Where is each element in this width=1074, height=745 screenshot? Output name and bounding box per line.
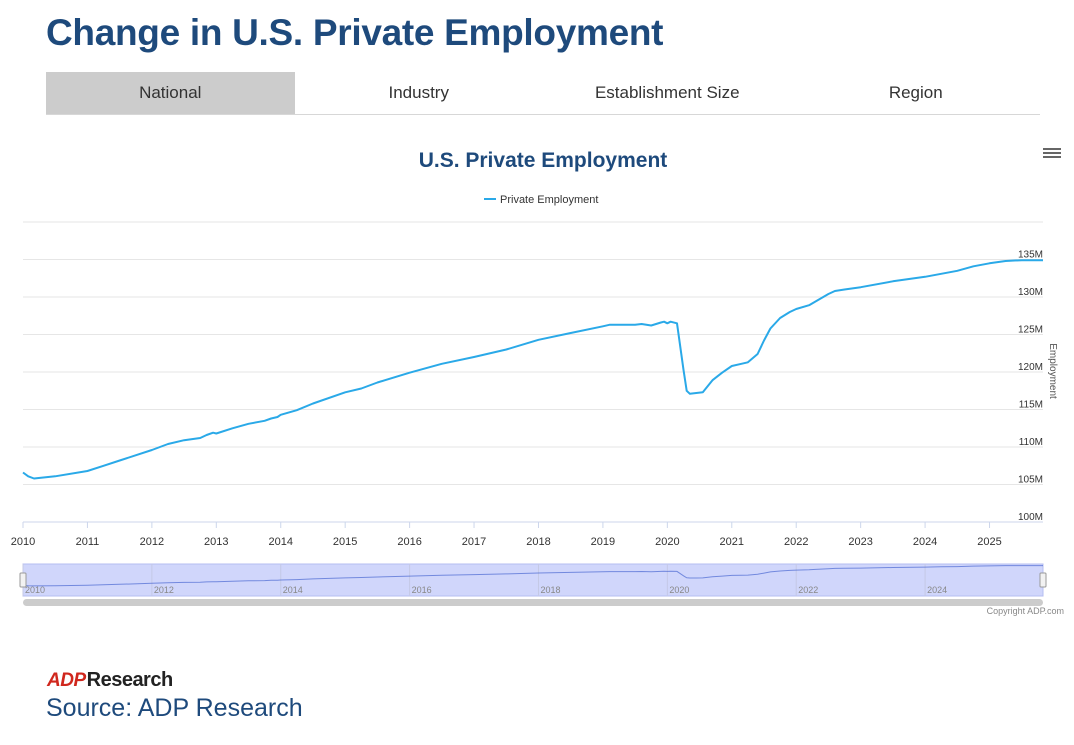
- legend-label: Private Employment: [500, 194, 598, 206]
- x-tick-label: 2012: [140, 536, 164, 548]
- chart-title: U.S. Private Employment: [419, 149, 668, 172]
- x-tick-label: 2011: [76, 536, 100, 548]
- navigator-tick-label: 2020: [669, 585, 689, 595]
- y-tick-label: 135M: [1018, 250, 1043, 261]
- navigator-tick-label: 2010: [25, 585, 45, 595]
- navigator[interactable]: 2010 2012 2014 2016 2018 2020 2022 2024: [19, 563, 1047, 606]
- x-tick-label: 2019: [591, 536, 615, 548]
- navigator-tick-label: 2018: [540, 585, 560, 595]
- navigator-tick-label: 2014: [283, 585, 303, 595]
- x-tick-label: 2013: [204, 536, 228, 548]
- y-tick-label: 100M: [1018, 512, 1043, 523]
- navigator-tick-label: 2012: [154, 585, 174, 595]
- y-tick-label: 110M: [1019, 437, 1043, 448]
- series-line-private-employment[interactable]: [22, 259, 1043, 480]
- x-axis-ticks: 2010 2011 2012 2013 2014 2015 2016 2017 2018 2019…: [11, 522, 1002, 548]
- x-tick-label: 2015: [333, 536, 357, 548]
- navigator-scrollbar[interactable]: [23, 599, 1043, 606]
- source-text: Source: ADP Research: [46, 694, 303, 722]
- tab-establishment-size[interactable]: Establishment Size: [594, 83, 740, 102]
- adp-research-logo: ADP Research: [47, 669, 173, 692]
- hamburger-menu-icon[interactable]: [1043, 146, 1061, 162]
- y-axis-label: Employment: [1047, 343, 1058, 399]
- navigator-tick-label: 2022: [798, 585, 818, 595]
- x-tick-label: 2023: [848, 536, 872, 548]
- x-tick-label: 2010: [11, 536, 35, 548]
- x-tick-label: 2024: [913, 536, 937, 548]
- x-tick-label: 2022: [784, 536, 808, 548]
- navigator-handle-left[interactable]: [19, 572, 27, 588]
- navigator-tick-label: 2024: [927, 585, 947, 595]
- x-tick-label: 2021: [720, 536, 744, 548]
- x-tick-label: 2020: [655, 536, 679, 548]
- y-tick-label: 105M: [1018, 475, 1043, 486]
- x-tick-label: 2014: [268, 536, 292, 548]
- chart: U.S. Private Employment Private Employme…: [11, 149, 1058, 606]
- page-title: Change in U.S. Private Employment: [46, 12, 664, 53]
- copyright-text: Copyright ADP.com: [986, 606, 1064, 616]
- y-tick-label: 125M: [1018, 325, 1043, 336]
- tab-region[interactable]: Region: [888, 83, 943, 102]
- logo-research: Research: [86, 669, 174, 691]
- x-tick-label: 2017: [462, 536, 486, 548]
- tab-industry[interactable]: Industry: [388, 83, 449, 102]
- x-tick-label: 2018: [526, 536, 550, 548]
- navigator-ticks: 2010 2012 2014 2016 2018 2020 2022 2024: [22, 564, 947, 596]
- navigator-handle-right[interactable]: [1039, 572, 1047, 588]
- navigator-selection[interactable]: [22, 563, 1044, 597]
- tab-national[interactable]: National: [46, 72, 295, 114]
- y-tick-label: 115M: [1019, 400, 1043, 411]
- y-tick-label: 130M: [1018, 287, 1043, 298]
- navigator-tick-label: 2016: [412, 585, 432, 595]
- y-tick-label: 120M: [1018, 362, 1043, 373]
- y-axis-ticks: 100M 105M 110M 115M 120M 125M 130M 135M: [1018, 250, 1043, 524]
- logo-adp: ADP: [47, 669, 86, 691]
- gridlines: [23, 221, 1043, 485]
- navigator-line: [22, 565, 1043, 587]
- tab-bar: National Industry Establishment Size Reg…: [46, 72, 1040, 115]
- x-tick-label: 2025: [977, 536, 1001, 548]
- legend[interactable]: Private Employment: [484, 194, 598, 206]
- x-tick-label: 2016: [397, 536, 421, 548]
